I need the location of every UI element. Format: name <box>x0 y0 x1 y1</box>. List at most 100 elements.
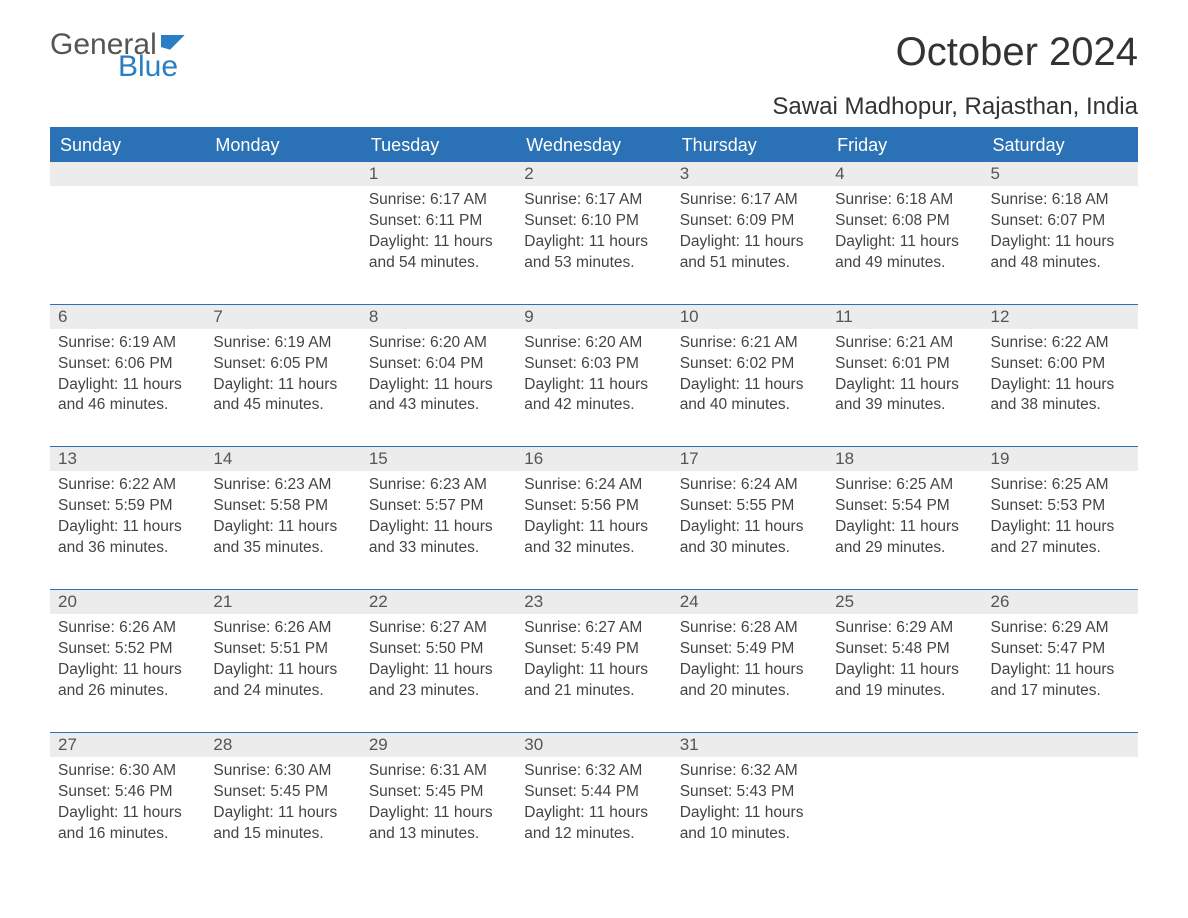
sunset-line: Sunset: 5:45 PM <box>213 782 352 803</box>
daylight-line: Daylight: 11 hours and 12 minutes. <box>524 803 663 845</box>
day-number-cell <box>50 162 205 186</box>
day-number-cell: 13 <box>50 447 205 472</box>
daylight-line: Daylight: 11 hours and 51 minutes. <box>680 232 819 274</box>
sunset-line: Sunset: 6:00 PM <box>991 354 1130 375</box>
day-number-cell: 17 <box>672 447 827 472</box>
daylight-line: Daylight: 11 hours and 16 minutes. <box>58 803 197 845</box>
day-number-cell: 16 <box>516 447 671 472</box>
sunset-line: Sunset: 5:54 PM <box>835 496 974 517</box>
day-content-cell: Sunrise: 6:24 AMSunset: 5:55 PMDaylight:… <box>672 471 827 589</box>
day-content-cell: Sunrise: 6:20 AMSunset: 6:04 PMDaylight:… <box>361 329 516 447</box>
day-number-cell: 26 <box>983 590 1138 615</box>
sunrise-line: Sunrise: 6:20 AM <box>369 333 508 354</box>
daylight-line: Daylight: 11 hours and 30 minutes. <box>680 517 819 559</box>
location: Sawai Madhopur, Rajasthan, India <box>772 93 1138 121</box>
daylight-line: Daylight: 11 hours and 17 minutes. <box>991 660 1130 702</box>
daylight-line: Daylight: 11 hours and 40 minutes. <box>680 375 819 417</box>
day-content-cell: Sunrise: 6:24 AMSunset: 5:56 PMDaylight:… <box>516 471 671 589</box>
sunset-line: Sunset: 5:52 PM <box>58 639 197 660</box>
daylight-line: Daylight: 11 hours and 38 minutes. <box>991 375 1130 417</box>
content-row: Sunrise: 6:19 AMSunset: 6:06 PMDaylight:… <box>50 329 1138 447</box>
day-number-cell: 27 <box>50 732 205 757</box>
day-content-cell: Sunrise: 6:27 AMSunset: 5:50 PMDaylight:… <box>361 614 516 732</box>
day-number-cell: 29 <box>361 732 516 757</box>
day-number-cell: 28 <box>205 732 360 757</box>
sunset-line: Sunset: 5:49 PM <box>524 639 663 660</box>
day-number-cell <box>983 732 1138 757</box>
day-content-cell: Sunrise: 6:23 AMSunset: 5:58 PMDaylight:… <box>205 471 360 589</box>
sunrise-line: Sunrise: 6:30 AM <box>58 761 197 782</box>
day-number-cell: 15 <box>361 447 516 472</box>
day-number-cell: 25 <box>827 590 982 615</box>
daylight-line: Daylight: 11 hours and 35 minutes. <box>213 517 352 559</box>
daylight-line: Daylight: 11 hours and 43 minutes. <box>369 375 508 417</box>
weekday-header: Thursday <box>672 129 827 162</box>
sunrise-line: Sunrise: 6:24 AM <box>680 475 819 496</box>
day-content-cell <box>827 757 982 875</box>
daylight-line: Daylight: 11 hours and 29 minutes. <box>835 517 974 559</box>
month-title: October 2024 <box>772 30 1138 75</box>
day-content-cell: Sunrise: 6:26 AMSunset: 5:51 PMDaylight:… <box>205 614 360 732</box>
day-content-cell: Sunrise: 6:23 AMSunset: 5:57 PMDaylight:… <box>361 471 516 589</box>
day-number-cell: 6 <box>50 304 205 329</box>
sunset-line: Sunset: 5:48 PM <box>835 639 974 660</box>
day-content-cell: Sunrise: 6:18 AMSunset: 6:08 PMDaylight:… <box>827 186 982 304</box>
sunrise-line: Sunrise: 6:23 AM <box>369 475 508 496</box>
daylight-line: Daylight: 11 hours and 19 minutes. <box>835 660 974 702</box>
brand-text-2: Blue <box>118 52 189 82</box>
weekday-header: Sunday <box>50 129 205 162</box>
sunrise-line: Sunrise: 6:17 AM <box>680 190 819 211</box>
day-content-cell: Sunrise: 6:18 AMSunset: 6:07 PMDaylight:… <box>983 186 1138 304</box>
sunset-line: Sunset: 5:46 PM <box>58 782 197 803</box>
day-number-cell: 8 <box>361 304 516 329</box>
content-row: Sunrise: 6:26 AMSunset: 5:52 PM Daylight:… <box>50 614 1138 732</box>
sunrise-line: Sunrise: 6:19 AM <box>58 333 197 354</box>
daylight-line: Daylight: 11 hours and 49 minutes. <box>835 232 974 274</box>
day-number-cell: 24 <box>672 590 827 615</box>
sunrise-line: Sunrise: 6:17 AM <box>524 190 663 211</box>
day-number-cell: 21 <box>205 590 360 615</box>
day-number-cell: 2 <box>516 162 671 186</box>
sunrise-line: Sunrise: 6:28 AM <box>680 618 819 639</box>
daylight-line: Daylight: 11 hours and 15 minutes. <box>213 803 352 845</box>
day-number-cell: 19 <box>983 447 1138 472</box>
day-content-cell: Sunrise: 6:19 AMSunset: 6:05 PMDaylight:… <box>205 329 360 447</box>
daylight-line: Daylight: 11 hours and 46 minutes. <box>58 375 197 417</box>
sunset-line: Sunset: 6:07 PM <box>991 211 1130 232</box>
sunrise-line: Sunrise: 6:25 AM <box>991 475 1130 496</box>
sunrise-line: Sunrise: 6:32 AM <box>680 761 819 782</box>
sunrise-line: Sunrise: 6:27 AM <box>524 618 663 639</box>
sunrise-line: Sunrise: 6:21 AM <box>680 333 819 354</box>
sunset-line: Sunset: 5:51 PM <box>213 639 352 660</box>
day-content-cell: Sunrise: 6:17 AMSunset: 6:10 PMDaylight:… <box>516 186 671 304</box>
sunrise-line: Sunrise: 6:26 AM <box>58 618 197 639</box>
sunrise-line: Sunrise: 6:30 AM <box>213 761 352 782</box>
day-content-cell: Sunrise: 6:17 AMSunset: 6:11 PMDaylight:… <box>361 186 516 304</box>
day-number-cell: 5 <box>983 162 1138 186</box>
day-content-cell: Sunrise: 6:21 AMSunset: 6:01 PMDaylight:… <box>827 329 982 447</box>
day-content-cell: Sunrise: 6:26 AMSunset: 5:52 PMDaylight:… <box>50 614 205 732</box>
weekday-header: Friday <box>827 129 982 162</box>
sunrise-line: Sunrise: 6:27 AM <box>369 618 508 639</box>
day-content-cell: Sunrise: 6:32 AMSunset: 5:43 PMDaylight:… <box>672 757 827 875</box>
sunset-line: Sunset: 6:11 PM <box>369 211 508 232</box>
sunset-line: Sunset: 5:49 PM <box>680 639 819 660</box>
sunrise-line: Sunrise: 6:19 AM <box>213 333 352 354</box>
daylight-line: Daylight: 11 hours and 27 minutes. <box>991 517 1130 559</box>
sunset-line: Sunset: 6:04 PM <box>369 354 508 375</box>
daylight-line: Daylight: 11 hours and 45 minutes. <box>213 375 352 417</box>
title-block: October 2024 Sawai Madhopur, Rajasthan, … <box>772 30 1138 121</box>
day-content-cell: Sunrise: 6:31 AMSunset: 5:45 PMDaylight:… <box>361 757 516 875</box>
daylight-line: Daylight: 11 hours and 48 minutes. <box>991 232 1130 274</box>
day-content-cell: Sunrise: 6:19 AMSunset: 6:06 PMDaylight:… <box>50 329 205 447</box>
day-content-cell: Sunrise: 6:32 AMSunset: 5:44 PMDaylight:… <box>516 757 671 875</box>
sunset-line: Sunset: 6:06 PM <box>58 354 197 375</box>
brand-logo: General Blue <box>50 30 189 82</box>
daylight-line: Daylight: 11 hours and 42 minutes. <box>524 375 663 417</box>
sunrise-line: Sunrise: 6:29 AM <box>991 618 1130 639</box>
day-content-cell <box>205 186 360 304</box>
day-content-cell: Sunrise: 6:20 AMSunset: 6:03 PMDaylight:… <box>516 329 671 447</box>
day-number-cell: 22 <box>361 590 516 615</box>
day-content-cell: Sunrise: 6:25 AMSunset: 5:54 PMDaylight:… <box>827 471 982 589</box>
daynum-row: 12345 <box>50 162 1138 186</box>
